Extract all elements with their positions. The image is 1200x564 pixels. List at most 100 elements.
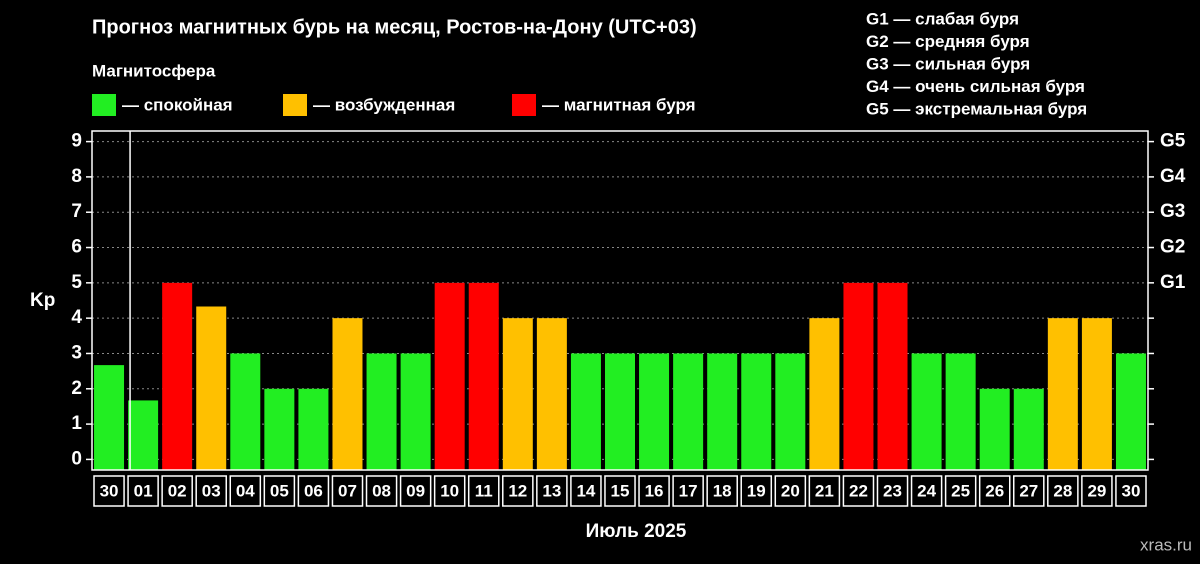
x-tick-box [978, 475, 1011, 507]
x-tick-label: 06 [304, 481, 323, 500]
x-tick-label: 12 [508, 481, 527, 500]
legend-label: — спокойная [122, 95, 233, 114]
y-tick-label: 2 [71, 378, 82, 399]
bar [502, 318, 533, 470]
x-tick-box [1047, 475, 1079, 507]
g-scale-note: G1 — слабая буря [866, 9, 1019, 28]
x-tick-box [876, 475, 909, 507]
y-tick-label: 1 [71, 413, 82, 434]
legend-label: — возбужденная [313, 95, 455, 114]
x-tick-label: 26 [985, 481, 1004, 500]
bar [264, 388, 295, 470]
x-tick-label: 01 [134, 481, 153, 500]
x-axis-label: Июль 2025 [586, 521, 687, 542]
x-tick-box [467, 475, 500, 507]
x-tick-box [638, 475, 670, 507]
x-tick-box [1012, 475, 1045, 507]
x-tick-box [706, 475, 738, 507]
x-tick-box [161, 475, 193, 507]
x-tick-box [365, 475, 398, 507]
watermark: xras.ru [1140, 535, 1192, 554]
y-axis-label: Kp [30, 290, 55, 311]
x-tick-label: 08 [372, 481, 391, 500]
x-tick-label: 29 [1087, 481, 1106, 500]
chart-title: Прогноз магнитных бурь на месяц, Ростов-… [92, 16, 697, 38]
bar [673, 353, 704, 470]
bar [570, 353, 601, 470]
bar [877, 282, 908, 470]
y-tick-label: 5 [71, 272, 82, 293]
x-tick-label: 07 [338, 481, 357, 500]
x-tick-box [195, 475, 228, 507]
bar [536, 318, 567, 470]
x-tick-label: 22 [849, 481, 868, 500]
bar [1081, 318, 1112, 470]
legend-swatch [512, 94, 536, 116]
bar [162, 282, 193, 470]
y2-tick-label: G1 [1160, 272, 1186, 293]
x-tick-box [229, 475, 262, 507]
x-tick-label: 05 [270, 481, 289, 500]
x-tick-label: 16 [645, 481, 664, 500]
g-scale-note: G3 — сильная буря [866, 54, 1030, 73]
bar [230, 353, 261, 470]
legend-swatch [92, 94, 116, 116]
x-tick-label: 03 [202, 481, 221, 500]
x-tick-box [433, 475, 466, 507]
bar [1115, 353, 1146, 470]
x-tick-box [1115, 475, 1147, 507]
x-tick-label: 13 [542, 481, 561, 500]
y-tick-label: 0 [71, 448, 82, 469]
bar [945, 353, 976, 470]
x-tick-label: 10 [440, 481, 459, 500]
bar [1013, 388, 1044, 470]
x-tick-label: 17 [679, 481, 698, 500]
x-tick-box [536, 475, 568, 507]
y2-tick-label: G2 [1160, 237, 1185, 258]
y-tick-label: 7 [71, 201, 82, 222]
plot-frame [91, 130, 1149, 471]
bar [639, 353, 670, 470]
x-tick-label: 02 [168, 481, 187, 500]
bar [298, 388, 329, 470]
x-tick-box [944, 475, 977, 507]
bar [741, 353, 772, 470]
y2-tick-label: G3 [1160, 201, 1185, 222]
x-tick-label: 24 [917, 481, 936, 500]
x-tick-label: 28 [1053, 481, 1072, 500]
x-tick-box [399, 475, 432, 507]
x-tick-box [740, 475, 773, 507]
bar [1047, 318, 1078, 470]
bar [128, 400, 159, 470]
x-tick-label: 23 [883, 481, 902, 500]
x-tick-label: 25 [951, 481, 970, 500]
bar [809, 318, 840, 470]
bar [332, 318, 363, 470]
x-tick-label: 21 [815, 481, 834, 500]
bar [843, 282, 874, 470]
x-tick-label: 15 [611, 481, 630, 500]
bar [468, 282, 499, 470]
x-tick-label: 30 [1122, 481, 1141, 500]
y2-tick-label: G4 [1160, 166, 1186, 187]
y-tick-label: 6 [71, 237, 82, 258]
x-tick-box [808, 475, 841, 507]
x-tick-box [331, 475, 364, 507]
x-tick-label: 11 [475, 481, 493, 500]
x-tick-box [297, 475, 330, 507]
bar [775, 353, 806, 470]
bar [196, 306, 227, 470]
x-tick-box [1081, 475, 1113, 507]
x-tick-box [842, 475, 875, 507]
bar [94, 365, 125, 470]
bar [605, 353, 635, 470]
bar [707, 353, 738, 470]
y-tick-label: 4 [71, 307, 82, 328]
x-tick-box [570, 475, 602, 507]
g-scale-note: G5 — экстремальная буря [866, 99, 1087, 118]
bar [366, 353, 397, 470]
x-tick-label: 18 [713, 481, 732, 500]
x-tick-label: 19 [747, 481, 766, 500]
x-tick-label: 20 [781, 481, 800, 500]
legend-label: — магнитная буря [542, 95, 696, 114]
